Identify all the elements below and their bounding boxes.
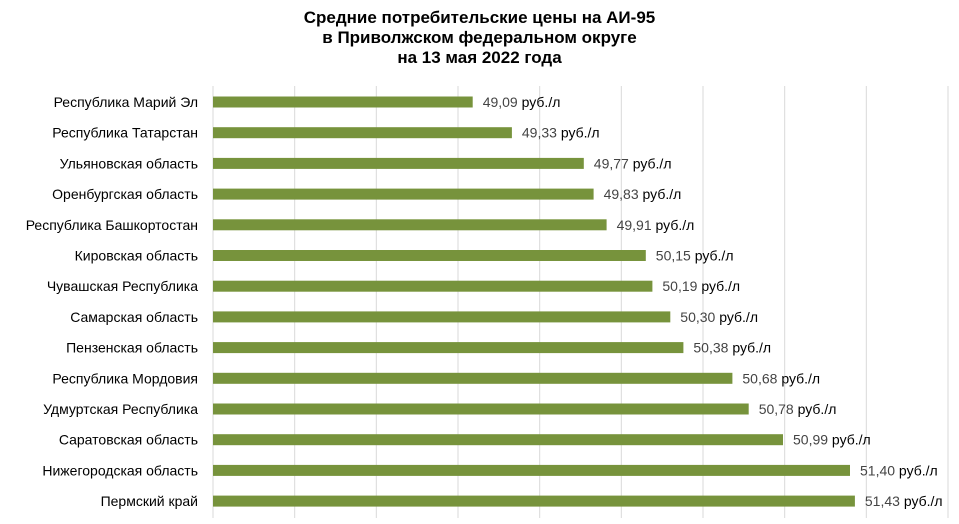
chart-title-line-3: на 13 мая 2022 года: [397, 48, 562, 67]
data-label: 50,38 руб./л: [693, 340, 771, 356]
data-label: 50,68 руб./л: [742, 370, 820, 386]
data-label-unit: руб./л: [777, 370, 820, 386]
category-label: Ульяновская область: [60, 155, 198, 171]
category-label: Республика Татарстан: [52, 125, 198, 141]
data-label-value: 49,83: [604, 186, 639, 202]
data-label-value: 50,15: [656, 248, 691, 264]
data-label-unit: руб./л: [794, 401, 837, 417]
category-label: Республика Мордовия: [52, 370, 198, 386]
data-label-value: 50,99: [793, 432, 828, 448]
data-label-unit: руб./л: [691, 248, 734, 264]
bar: [213, 157, 584, 169]
category-label: Чувашская Республика: [47, 278, 198, 294]
data-label: 49,09 руб./л: [483, 94, 561, 110]
category-label: Самарская область: [70, 309, 198, 325]
category-label: Саратовская область: [59, 432, 198, 448]
data-label-value: 50,78: [759, 401, 794, 417]
bar: [213, 464, 850, 476]
category-label: Удмуртская Республика: [43, 401, 198, 417]
data-label-value: 50,68: [742, 370, 777, 386]
chart-title-line-1: Средние потребительские цены на АИ-95: [303, 8, 656, 27]
data-label-value: 50,30: [680, 309, 715, 325]
data-label: 50,99 руб./л: [793, 432, 871, 448]
data-label: 49,33 руб./л: [522, 125, 600, 141]
data-label: 51,40 руб./л: [860, 462, 938, 478]
bar: [213, 434, 783, 446]
data-label-value: 49,91: [617, 217, 652, 233]
data-label-value: 49,77: [594, 155, 629, 171]
data-label-value: 51,40: [860, 462, 895, 478]
data-label: 50,15 руб./л: [656, 248, 734, 264]
data-label-value: 51,43: [865, 493, 900, 509]
data-label: 50,19 руб./л: [662, 278, 740, 294]
bar: [213, 495, 855, 507]
data-label: 49,91 руб./л: [617, 217, 695, 233]
data-label-unit: руб./л: [895, 462, 938, 478]
chart-title: Средние потребительские цены на АИ-95 в …: [0, 8, 959, 68]
bar: [213, 280, 653, 292]
category-label: Оренбургская область: [52, 186, 198, 202]
bar: [213, 342, 684, 354]
data-label-unit: руб./л: [828, 432, 871, 448]
category-label: Пензенская область: [66, 340, 198, 356]
data-label-value: 49,09: [483, 94, 518, 110]
data-label-value: 50,38: [693, 340, 728, 356]
category-label: Пермский край: [101, 493, 198, 509]
bar: [213, 219, 607, 231]
data-label: 50,78 руб./л: [759, 401, 837, 417]
data-label-unit: руб./л: [900, 493, 943, 509]
bar: [213, 127, 512, 139]
data-label: 49,83 руб./л: [604, 186, 682, 202]
bar: [213, 188, 594, 200]
bar: [213, 311, 671, 323]
data-label-unit: руб./л: [639, 186, 682, 202]
data-label-value: 49,33: [522, 125, 557, 141]
chart-title-line-2: в Приволжском федеральном округе: [322, 28, 637, 47]
data-label-unit: руб./л: [697, 278, 740, 294]
category-label: Нижегородская область: [42, 462, 198, 478]
category-label: Республика Башкортостан: [26, 217, 198, 233]
category-label: Республика Марий Эл: [54, 94, 198, 110]
category-label: Кировская область: [75, 248, 198, 264]
bar: [213, 96, 473, 108]
data-label-unit: руб./л: [728, 340, 771, 356]
data-label-unit: руб./л: [518, 94, 561, 110]
data-label: 50,30 руб./л: [680, 309, 758, 325]
data-label-unit: руб./л: [652, 217, 695, 233]
data-label: 49,77 руб./л: [594, 155, 672, 171]
data-label-unit: руб./л: [715, 309, 758, 325]
data-label: 51,43 руб./л: [865, 493, 943, 509]
data-label-value: 50,19: [662, 278, 697, 294]
bar: [213, 403, 749, 415]
bar: [213, 250, 646, 261]
data-label-unit: руб./л: [629, 155, 672, 171]
data-label-unit: руб./л: [557, 125, 600, 141]
bar: [213, 372, 733, 384]
